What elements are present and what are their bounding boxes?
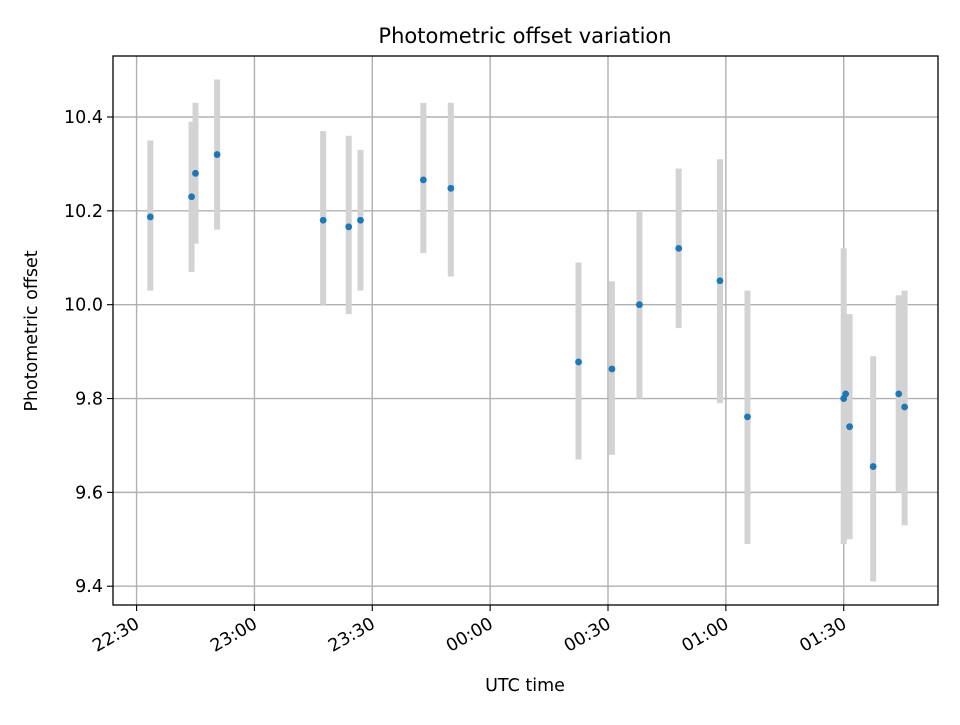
x-tick-label: 01:00 bbox=[679, 614, 733, 657]
data-point bbox=[901, 403, 909, 411]
x-axis-label: UTC time bbox=[485, 676, 565, 696]
data-point bbox=[846, 423, 854, 431]
data-point bbox=[716, 277, 724, 285]
data-point bbox=[192, 169, 199, 177]
data-points bbox=[146, 151, 909, 470]
y-axis-ticks: 9.4 9.6 9.8 10.0 10.2 10.4 bbox=[64, 108, 113, 597]
y-tick-label: 10.2 bbox=[64, 202, 103, 222]
data-point bbox=[842, 390, 850, 398]
data-point bbox=[869, 463, 877, 470]
error-bars bbox=[147, 79, 908, 582]
y-tick-label: 10.4 bbox=[64, 108, 103, 128]
chart-title: Photometric offset variation bbox=[378, 24, 671, 48]
data-point bbox=[345, 223, 353, 231]
grid bbox=[113, 56, 938, 605]
data-point bbox=[188, 193, 195, 201]
x-tick-label: 00:30 bbox=[561, 614, 615, 657]
y-tick-label: 10.0 bbox=[64, 296, 103, 316]
y-axis-label: Photometric offset bbox=[22, 250, 42, 411]
data-point bbox=[744, 413, 751, 421]
y-tick-label: 9.6 bbox=[75, 483, 103, 503]
data-point bbox=[319, 216, 327, 224]
data-point bbox=[447, 184, 455, 192]
data-point bbox=[895, 390, 903, 398]
x-tick-label: 22:30 bbox=[89, 614, 143, 657]
x-tick-label: 23:00 bbox=[207, 614, 261, 657]
plot-frame bbox=[112, 55, 939, 606]
data-point bbox=[419, 176, 427, 184]
data-point bbox=[636, 301, 643, 309]
data-point bbox=[357, 216, 364, 224]
x-tick-label: 00:00 bbox=[443, 614, 497, 657]
data-point bbox=[675, 244, 683, 252]
data-point bbox=[608, 365, 616, 373]
data-point bbox=[575, 358, 582, 366]
y-tick-label: 9.4 bbox=[75, 577, 103, 597]
y-tick-label: 9.8 bbox=[75, 390, 103, 410]
data-point bbox=[146, 213, 154, 221]
data-point bbox=[213, 151, 221, 158]
x-tick-label: 01:30 bbox=[797, 614, 851, 657]
x-tick-label: 23:30 bbox=[325, 614, 379, 657]
x-axis-ticks: 22:30 23:00 23:30 00:00 00:30 01:00 01:30 bbox=[89, 605, 850, 657]
